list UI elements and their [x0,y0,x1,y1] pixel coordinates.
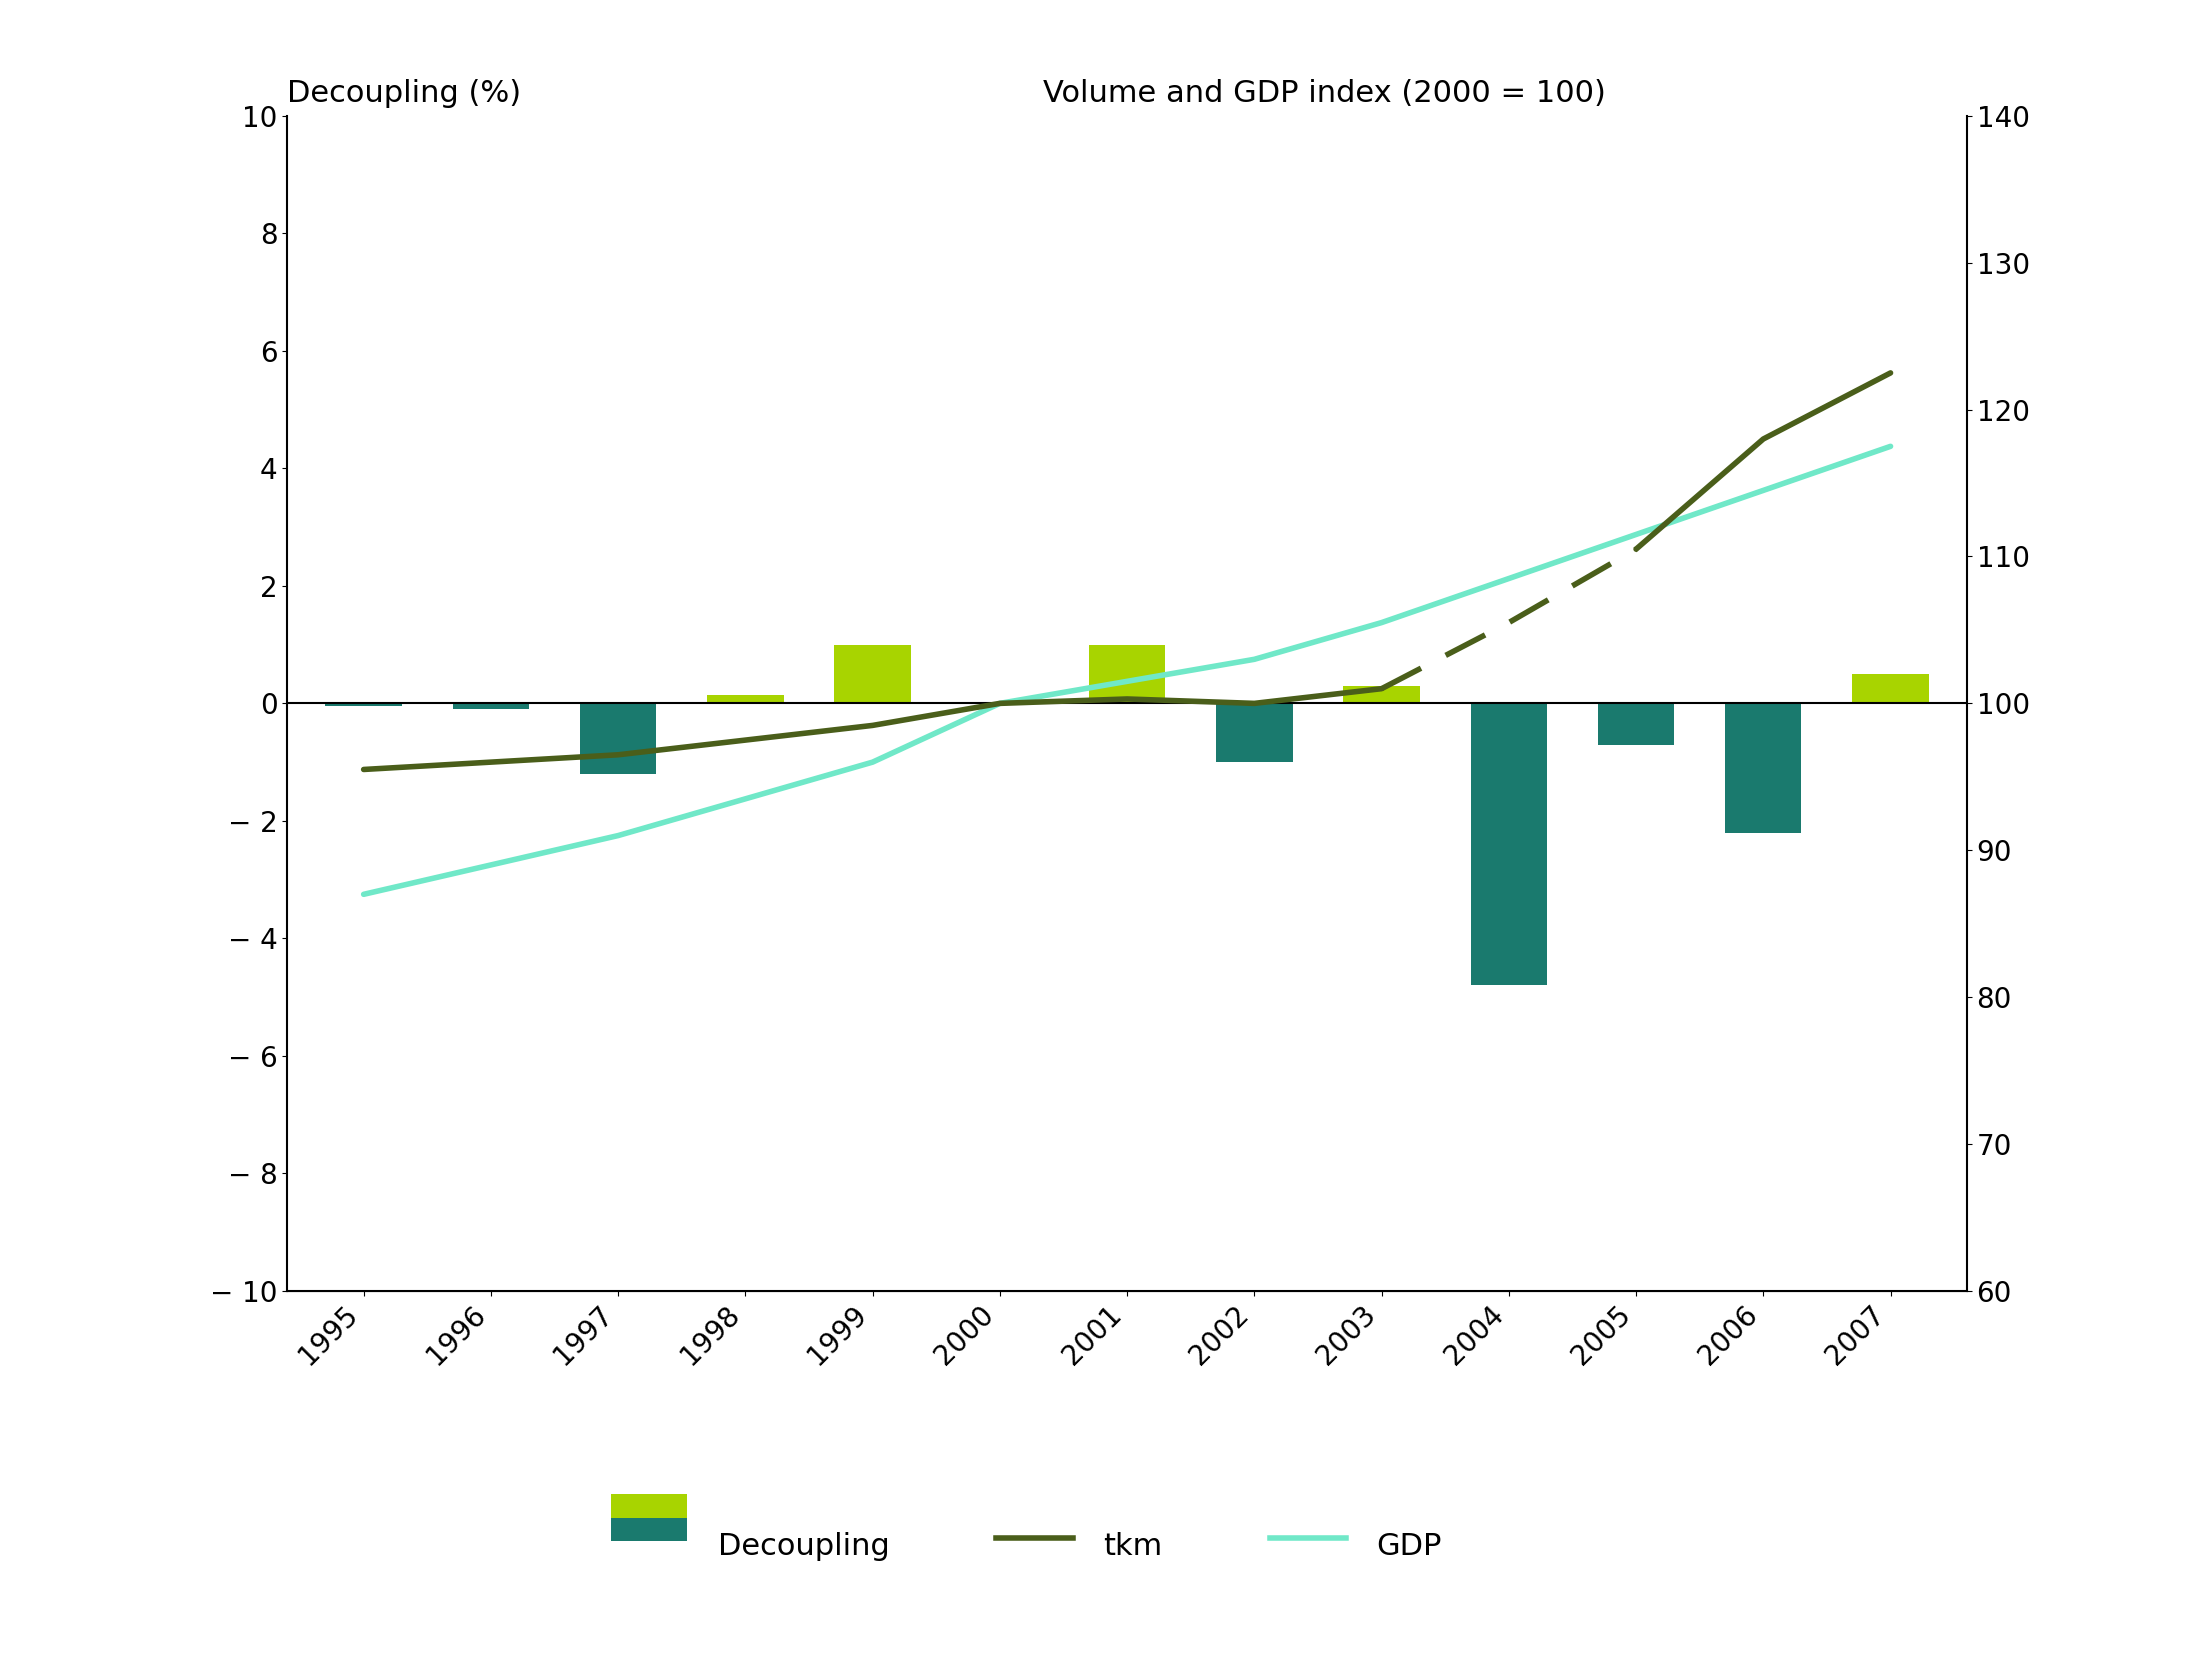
Bar [1090,644,1165,703]
Legend: Decoupling, tkm, GDP: Decoupling, tkm, GDP [599,1509,1454,1581]
Text: Volume and GDP index (2000 = 100): Volume and GDP index (2000 = 100) [1043,78,1607,108]
Bar [1216,703,1293,761]
Bar [1344,685,1419,703]
Bar [1852,674,1929,703]
Bar [835,644,911,703]
Bar [1470,703,1547,985]
Bar [1598,703,1675,745]
Bar [453,703,528,710]
Bar [1726,703,1801,832]
Bar [325,703,402,707]
Bar [579,703,656,775]
Text: Decoupling (%): Decoupling (%) [287,78,522,108]
Bar [707,695,785,703]
